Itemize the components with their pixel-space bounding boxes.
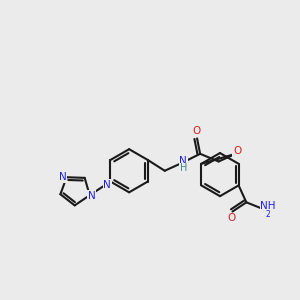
Text: O: O (192, 127, 200, 136)
Text: H: H (179, 164, 187, 173)
Text: O: O (233, 146, 241, 157)
Text: N: N (103, 180, 111, 190)
Text: 2: 2 (266, 210, 270, 219)
Text: O: O (228, 214, 236, 224)
Text: NH: NH (260, 201, 276, 211)
Text: N: N (88, 191, 96, 201)
Text: N: N (179, 156, 187, 166)
Text: N: N (59, 172, 67, 182)
